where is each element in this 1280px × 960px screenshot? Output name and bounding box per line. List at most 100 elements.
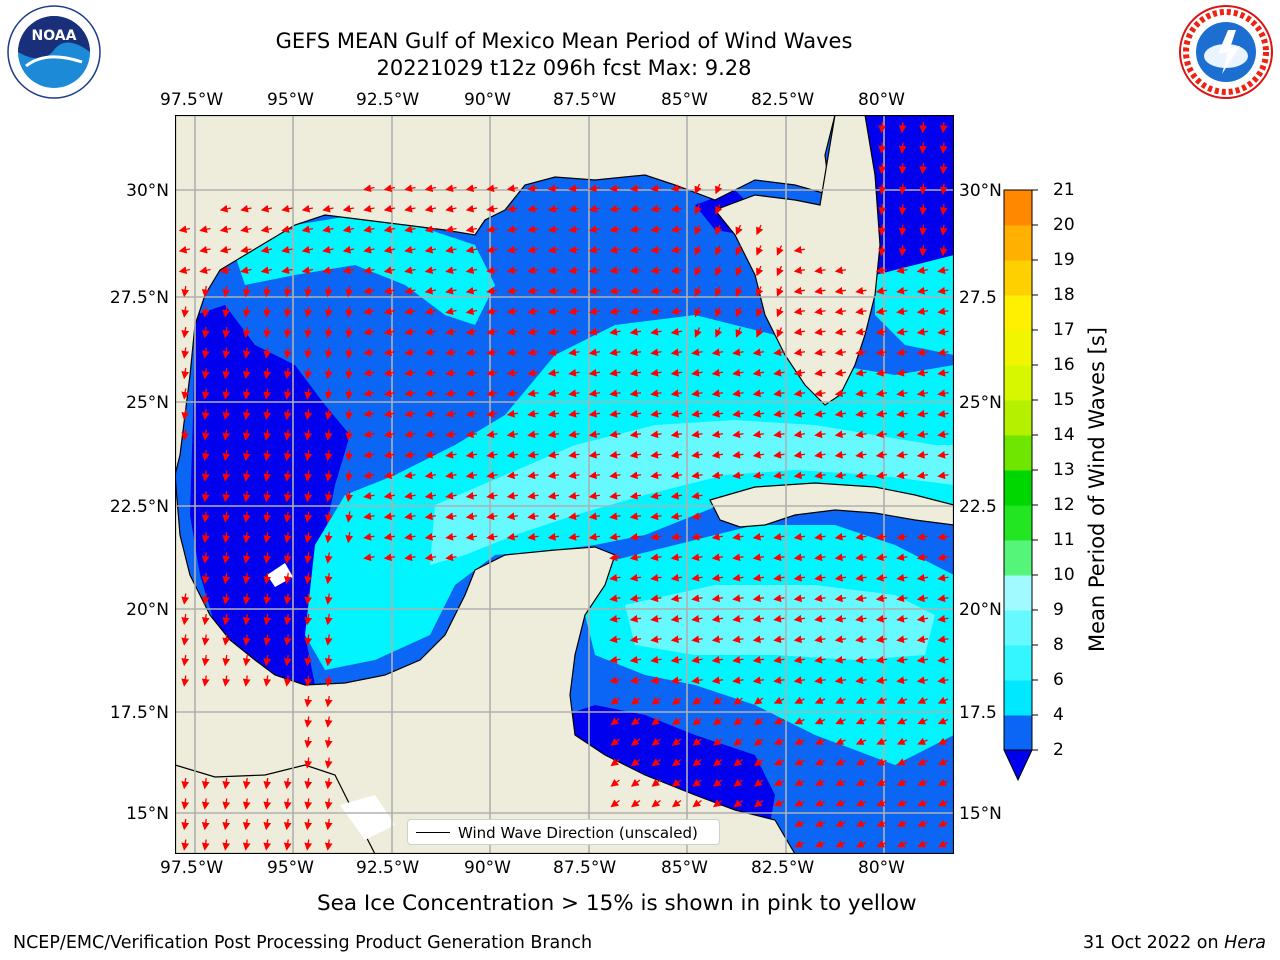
wind-arrow: [793, 655, 806, 664]
wind-arrow: [588, 184, 601, 193]
wind-arrow: [363, 245, 375, 254]
wind-arrow: [301, 266, 314, 275]
wind-arrow: [304, 490, 313, 503]
wind-arrow: [222, 347, 231, 359]
wind-arrow: [939, 121, 948, 134]
wind-arrow: [896, 655, 908, 664]
wind-arrow: [834, 573, 847, 582]
wind-arrow: [345, 388, 354, 400]
wind-arrow: [691, 430, 703, 439]
wind-arrow: [588, 266, 601, 275]
map-svg: [174, 114, 955, 855]
wind-arrow: [937, 799, 949, 807]
wind-arrow: [609, 409, 621, 418]
wind-arrow: [814, 737, 826, 745]
wind-arrow: [609, 389, 621, 398]
wind-arrow: [324, 306, 333, 318]
wind-arrow: [756, 306, 764, 318]
wind-arrow: [283, 306, 292, 318]
wind-arrow: [242, 818, 251, 831]
wind-arrow: [527, 204, 539, 213]
wind-arrow: [263, 490, 272, 503]
wind-arrow: [814, 348, 826, 357]
colorbar: [1000, 185, 1050, 785]
wind-arrow: [898, 162, 907, 175]
wind-arrow: [547, 225, 560, 234]
wind-arrow: [711, 430, 724, 439]
wind-arrow: [711, 614, 724, 623]
wind-arrow: [793, 614, 806, 623]
wind-arrow: [793, 553, 806, 562]
lon-tick-bottom-95: 95°W: [267, 858, 314, 878]
wind-arrow: [694, 245, 702, 256]
wind-arrow: [304, 511, 313, 523]
wind-arrows: [178, 121, 949, 851]
wind-arrow: [651, 778, 661, 787]
wind-arrow: [506, 491, 519, 500]
wind-arrow: [794, 737, 805, 745]
wind-arrow: [486, 327, 498, 336]
wind-arrow: [752, 368, 765, 377]
wind-arrow: [855, 840, 867, 848]
wind-arrow: [752, 614, 765, 623]
wind-arrow: [181, 326, 190, 339]
wind-arrow: [896, 614, 908, 623]
wind-arrow: [937, 409, 949, 418]
wind-arrow: [568, 389, 580, 398]
wind-arrow: [814, 471, 826, 480]
wind-arrow: [222, 634, 231, 646]
wind-arrow: [424, 450, 437, 459]
wind-arrow: [527, 450, 539, 459]
wind-arrow: [219, 225, 232, 234]
wind-arrow: [814, 327, 826, 336]
lon-tick-top-80: 80°W: [858, 90, 905, 110]
wind-arrow: [222, 470, 231, 482]
wind-arrow: [834, 266, 847, 275]
wind-arrow: [304, 695, 313, 708]
wind-arrow: [629, 409, 642, 418]
wind-arrow: [178, 266, 191, 275]
wind-arrow: [609, 573, 621, 582]
wind-arrow: [712, 696, 723, 705]
wind-arrow: [691, 368, 703, 377]
wind-arrow: [896, 696, 908, 704]
wind-arrow: [715, 183, 723, 195]
wind-arrow: [445, 184, 457, 193]
wind-arrow: [917, 758, 928, 766]
wind-arrow: [650, 532, 662, 541]
wind-arrow: [711, 368, 724, 377]
legend-label: Wind Wave Direction (unscaled): [458, 824, 698, 842]
wind-arrow: [363, 553, 375, 562]
wind-arrow: [937, 696, 949, 704]
wind-arrow: [304, 285, 313, 298]
wind-arrow: [630, 696, 641, 705]
wind-arrow: [219, 245, 232, 254]
wind-arrow: [650, 655, 662, 664]
wind-arrow: [201, 285, 210, 298]
wind-arrow: [919, 224, 928, 236]
wind-arrow: [263, 511, 272, 523]
wind-arrow: [629, 389, 642, 398]
wind-arrow: [283, 572, 292, 585]
wind-arrow: [242, 449, 251, 462]
lon-tick-top-97.5: 97.5°W: [160, 90, 224, 110]
wind-arrow: [776, 286, 784, 297]
wind-arrow: [650, 307, 662, 316]
wind-arrow: [465, 184, 478, 193]
colorbar-tick-label: 16: [1053, 355, 1075, 375]
wind-arrow: [222, 593, 231, 605]
wind-arrow: [694, 183, 702, 195]
wind-arrow: [263, 839, 272, 851]
wind-arrow: [609, 368, 621, 377]
colorbar-tick-label: 13: [1053, 460, 1075, 480]
wind-arrow: [878, 224, 887, 236]
wind-arrow: [568, 491, 580, 500]
wind-arrow: [242, 798, 251, 810]
wind-arrow: [201, 470, 210, 482]
lat-tick-left-17.5: 17.5°N: [109, 703, 169, 723]
wind-arrow: [383, 532, 396, 541]
wind-arrow: [609, 532, 621, 541]
wind-arrow: [650, 614, 662, 623]
wind-arrow: [383, 184, 396, 193]
wind-arrow: [711, 573, 724, 582]
